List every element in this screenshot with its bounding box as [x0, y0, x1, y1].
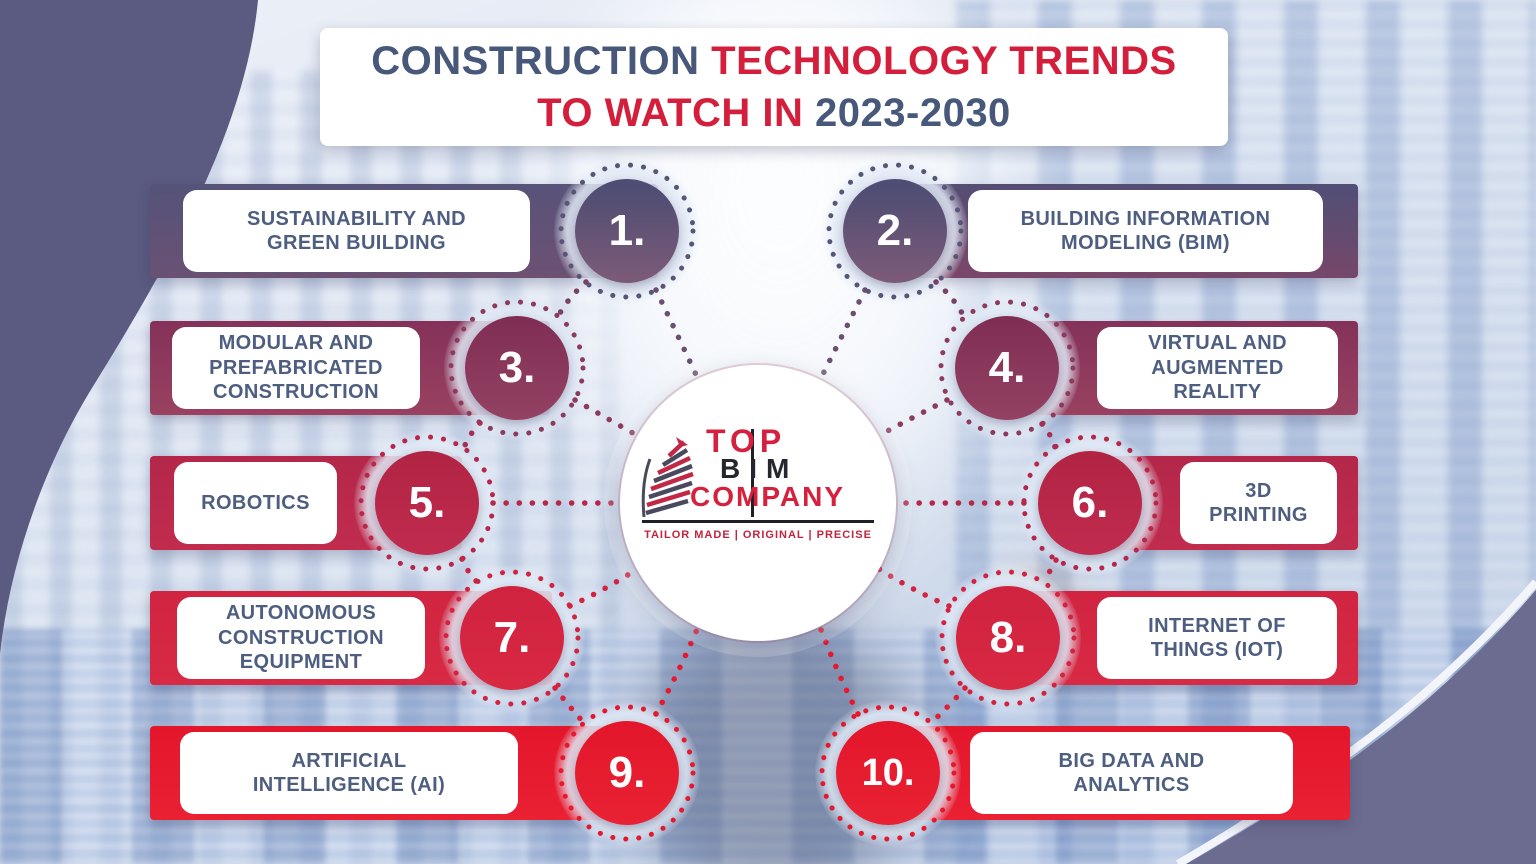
title-box: CONSTRUCTION TECHNOLOGY TRENDS TO WATCH …	[320, 28, 1228, 146]
dotted-link	[552, 685, 587, 726]
trend-label-box-10: BIG DATA AND ANALYTICS	[970, 732, 1293, 814]
trend-number-badge-4: 4.	[955, 316, 1059, 420]
trend-label-3: MODULAR AND PREFABRICATED CONSTRUCTION	[209, 332, 383, 404]
dotted-link	[459, 556, 480, 585]
trend-number-5: 5.	[408, 478, 446, 527]
dotted-link	[928, 685, 968, 726]
dotted-connector	[567, 566, 640, 609]
dotted-link	[1039, 421, 1058, 450]
dotted-connector	[817, 624, 861, 717]
trend-number-4: 4.	[988, 343, 1026, 392]
trend-label-box-8: INTERNET OF THINGS (IOT)	[1097, 597, 1337, 679]
trend-number-8: 8.	[989, 613, 1027, 662]
dotted-link	[933, 279, 967, 320]
dotted-connector	[876, 566, 952, 609]
trend-label-box-9: ARTIFICIAL INTELLIGENCE (AI)	[180, 732, 518, 814]
trend-label-7: AUTONOMOUS CONSTRUCTION EQUIPMENT	[218, 602, 384, 674]
trend-number-3: 3.	[498, 343, 536, 392]
trend-number-6: 6.	[1071, 478, 1109, 527]
trend-label-4: VIRTUAL AND AUGMENTED REALITY	[1148, 332, 1287, 404]
dotted-link	[461, 420, 483, 451]
trend-number-badge-10: 10.	[836, 721, 940, 825]
trend-number-1: 1.	[608, 206, 646, 255]
trend-number-badge-5: 5.	[375, 451, 479, 555]
trend-label-5: ROBOTICS	[201, 491, 310, 514]
trend-label-box-4: VIRTUAL AND AUGMENTED REALITY	[1097, 327, 1338, 409]
trend-label-1: SUSTAINABILITY AND GREEN BUILDING	[246, 207, 467, 254]
dotted-connector	[653, 624, 701, 717]
trend-label-10: BIG DATA AND ANALYTICS	[1058, 749, 1205, 796]
trend-number-badge-3: 3.	[465, 316, 569, 420]
dotted-connector	[572, 397, 641, 439]
trend-label-9: ARTIFICIAL INTELLIGENCE (AI)	[252, 749, 446, 796]
trend-number-badge-9: 9.	[575, 721, 679, 825]
title-years: 2023-2030	[815, 91, 1011, 135]
trend-number-badge-6: 6.	[1038, 451, 1142, 555]
trend-label-box-5: ROBOTICS	[174, 462, 337, 544]
trend-label-box-2: BUILDING INFORMATION MODELING (BIM)	[968, 190, 1323, 272]
dotted-link	[1039, 557, 1059, 584]
trend-number-2: 2.	[876, 206, 914, 255]
title-word-construction: CONSTRUCTION	[371, 39, 700, 83]
dotted-link	[555, 279, 589, 320]
trend-label-box-1: SUSTAINABILITY AND GREEN BUILDING	[183, 190, 530, 272]
trend-label-box-3: MODULAR AND PREFABRICATED CONSTRUCTION	[172, 327, 420, 409]
title-words-to-watch-in: TO WATCH IN	[537, 91, 816, 135]
dotted-connector	[875, 397, 950, 439]
company-logo: TOP BIM COMPANY TAILOR MADE | ORIGINAL |…	[641, 423, 874, 553]
trend-label-6: 3D PRINTING	[1209, 479, 1308, 526]
trend-label-8: INTERNET OF THINGS (IOT)	[1148, 614, 1286, 661]
trend-label-box-6: 3D PRINTING	[1180, 462, 1337, 544]
dotted-connector	[817, 287, 868, 383]
center-logo-circle: TOP BIM COMPANY TAILOR MADE | ORIGINAL |…	[620, 365, 896, 641]
trend-number-badge-1: 1.	[575, 179, 679, 283]
trend-number-badge-2: 2.	[843, 179, 947, 283]
dotted-connector	[653, 287, 701, 382]
trend-number-7: 7.	[493, 613, 531, 662]
trend-label-2: BUILDING INFORMATION MODELING (BIM)	[1020, 207, 1271, 254]
title-line-2: TO WATCH IN 2023-2030	[537, 87, 1011, 139]
trend-label-box-7: AUTONOMOUS CONSTRUCTION EQUIPMENT	[177, 597, 425, 679]
trend-number-badge-7: 7.	[460, 586, 564, 690]
trend-number-badge-8: 8.	[956, 586, 1060, 690]
title-line-1: CONSTRUCTION TECHNOLOGY TRENDS	[371, 35, 1176, 87]
logo-tagline: TAILOR MADE | ORIGINAL | PRECISE	[644, 529, 872, 541]
logo-word-company: COMPANY	[690, 481, 846, 512]
trend-number-10: 10.	[861, 751, 915, 794]
logo-rule	[642, 520, 874, 523]
trend-number-9: 9.	[608, 748, 646, 797]
title-words-technology-trends: TECHNOLOGY TRENDS	[699, 39, 1177, 83]
